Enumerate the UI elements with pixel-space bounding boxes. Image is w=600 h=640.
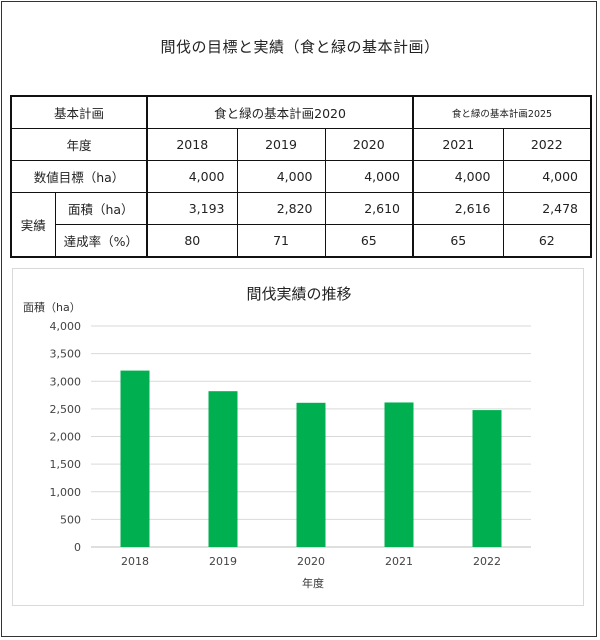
- y-tick-label: 2,500: [50, 403, 82, 416]
- x-tick-label: 2018: [121, 555, 149, 568]
- y-tick-label: 1,000: [50, 486, 82, 499]
- area-label: 面積（ha）: [54, 192, 149, 225]
- year-cell: 2021: [412, 128, 504, 161]
- y-tick-label: 3,500: [50, 348, 82, 361]
- target-cell: 4,000: [502, 160, 593, 193]
- rate-cell: 65: [412, 224, 504, 258]
- target-label: 数値目標（ha）: [9, 160, 149, 193]
- plan-2020-header: 食と緑の基本計画2020: [146, 95, 415, 129]
- rate-cell: 65: [324, 224, 415, 258]
- plan-table: 基本計画 食と緑の基本計画2020 食と緑の基本計画2025 年度 2018 2…: [9, 95, 593, 258]
- y-tick-label: 2,000: [50, 431, 82, 444]
- area-cell: 3,193: [146, 192, 238, 225]
- year-cell: 2020: [324, 128, 415, 161]
- actual-label: 実績: [10, 192, 56, 258]
- bar-2020: [296, 402, 326, 547]
- rate-label: 達成率（%）: [54, 224, 149, 258]
- y-tick-label: 0: [74, 541, 81, 554]
- area-cell: 2,820: [236, 192, 326, 225]
- y-tick-label: 4,000: [50, 320, 82, 333]
- x-tick-label: 2021: [385, 555, 413, 568]
- target-cell: 4,000: [236, 160, 326, 193]
- rate-row: 達成率（%） 80 71 65 65 62: [11, 224, 593, 258]
- target-cell: 4,000: [324, 160, 415, 193]
- bars: [120, 370, 502, 547]
- year-label: 年度: [9, 128, 149, 161]
- area-cell: 2,610: [324, 192, 415, 225]
- x-ticks: 2018 2019 2020 2021 2022: [121, 555, 501, 568]
- page-title: 間伐の目標と実績（食と緑の基本計画）: [160, 38, 440, 56]
- area-cell: 2,616: [412, 192, 504, 225]
- bar-2022: [472, 410, 502, 547]
- target-cell: 4,000: [412, 160, 504, 193]
- x-tick-label: 2019: [209, 555, 237, 568]
- target-cell: 4,000: [146, 160, 238, 193]
- y-axis-label: 面積（ha）: [23, 300, 81, 314]
- area-row: 実績 面積（ha） 3,193 2,820 2,610 2,616 2,478: [10, 192, 593, 258]
- plan-row: 基本計画 食と緑の基本計画2020 食と緑の基本計画2025: [9, 95, 593, 129]
- x-tick-label: 2022: [473, 555, 501, 568]
- plan-header-label: 基本計画: [9, 95, 149, 129]
- area-cell: 2,478: [502, 192, 593, 225]
- rate-cell: 71: [236, 224, 326, 258]
- rate-cell: 62: [502, 224, 593, 258]
- target-row: 数値目標（ha） 4,000 4,000 4,000 4,000 4,000: [9, 160, 593, 193]
- bar-2018: [120, 370, 150, 547]
- y-tick-label: 500: [60, 513, 81, 526]
- bar-2019: [208, 391, 238, 547]
- x-axis-label: 年度: [302, 576, 324, 590]
- chart-container: 間伐実績の推移 面積（ha） 年度 0 500 1,000 1,500 2,000 2,5…: [12, 268, 584, 606]
- year-row: 年度 2018 2019 2020 2021 2022: [9, 128, 593, 161]
- rate-cell: 80: [146, 224, 238, 258]
- y-tick-label: 1,500: [50, 458, 82, 471]
- plan-2025-header: 食と緑の基本計画2025: [412, 95, 593, 129]
- y-ticks: 0 500 1,000 1,500 2,000 2,500 3,000 3,500 4,000: [50, 320, 82, 554]
- bar-2021: [384, 402, 414, 547]
- year-cell: 2018: [146, 128, 238, 161]
- year-cell: 2019: [236, 128, 326, 161]
- chart-title: 間伐実績の推移: [246, 285, 351, 303]
- y-tick-label: 3,000: [50, 375, 82, 388]
- bar-chart: 間伐実績の推移 面積（ha） 年度 0 500 1,000 1,500 2,000 2,5…: [23, 285, 531, 590]
- year-cell: 2022: [502, 128, 593, 161]
- x-tick-label: 2020: [297, 555, 325, 568]
